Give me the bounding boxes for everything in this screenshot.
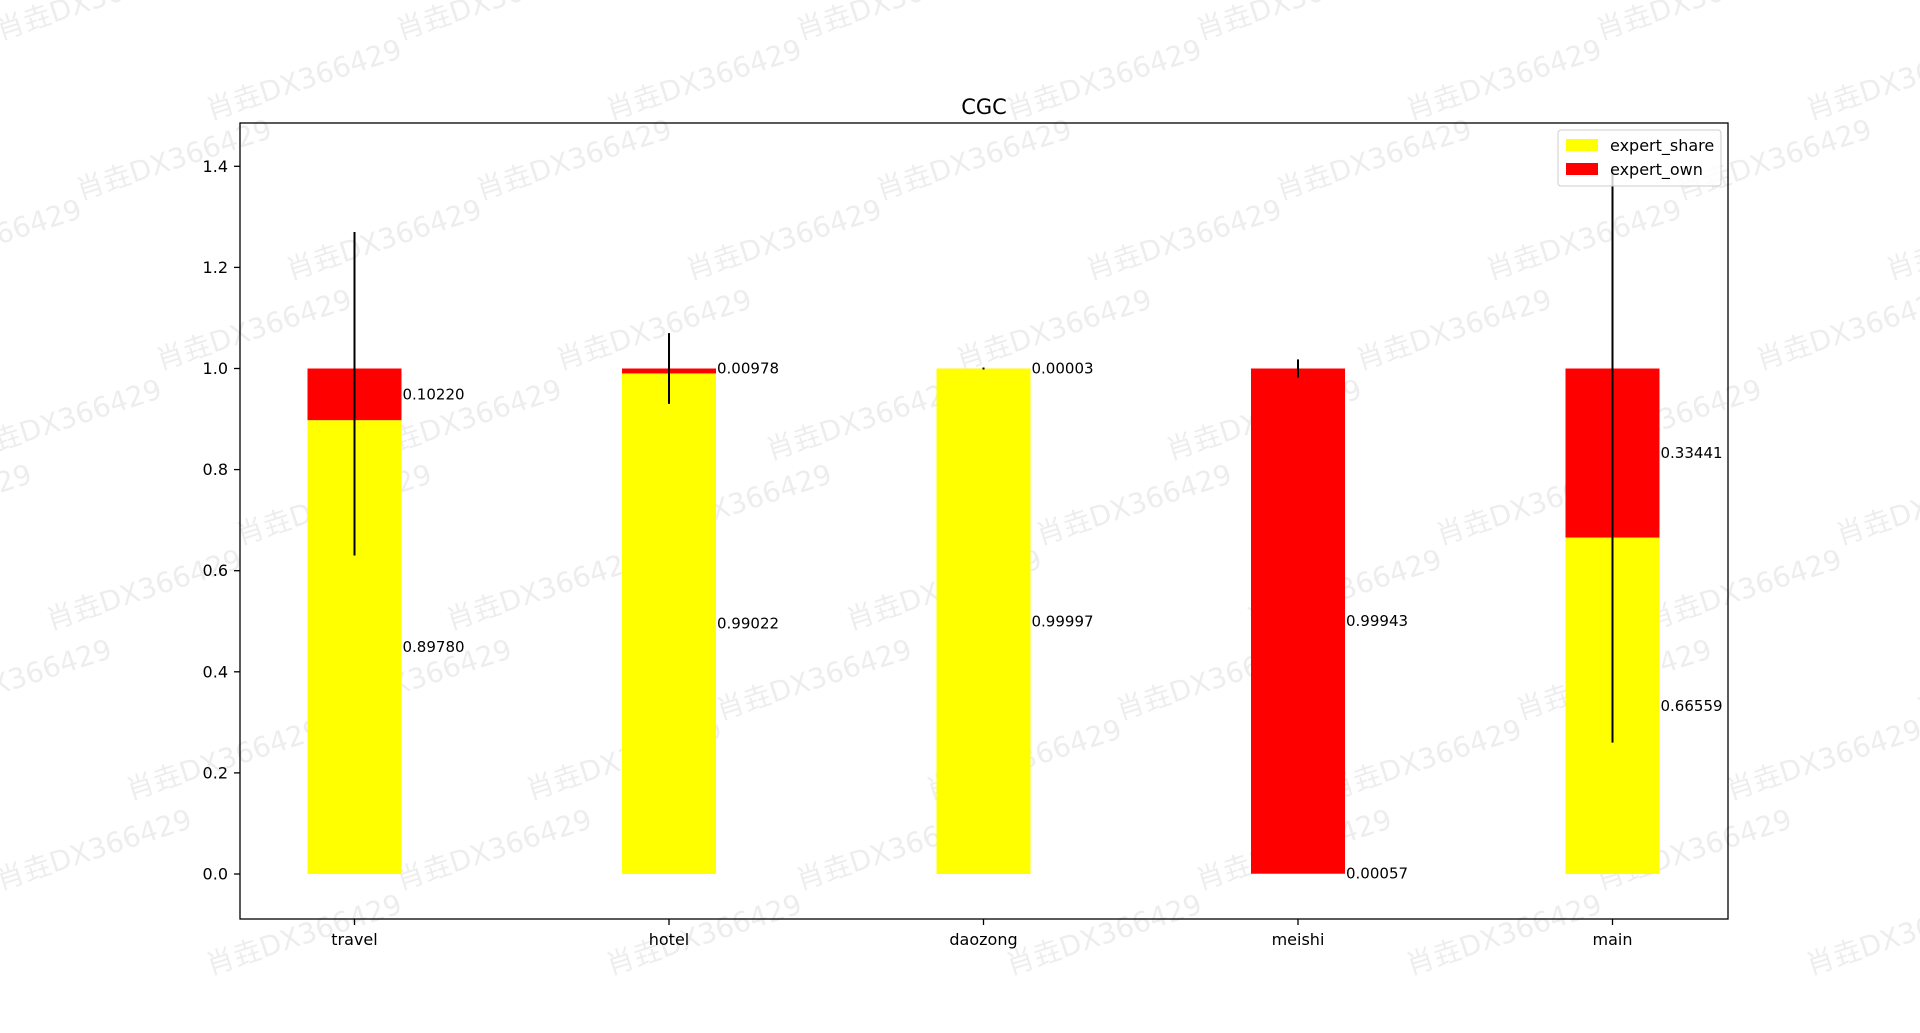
watermark-text: 肖垚DX366429	[1642, 542, 1846, 636]
value-labels-layer: 0.89780 0.10220 0.99022 0.00978 0.99997 0.000…	[403, 360, 1723, 883]
legend-swatch-expert-share	[1566, 139, 1598, 151]
x-tick-label-meishi: meishi	[1272, 930, 1325, 949]
bar-expert-own-meishi	[1251, 368, 1345, 874]
watermark-text: 肖垚DX366429	[762, 372, 966, 466]
bars-layer	[307, 368, 1660, 874]
bar-expert-share-hotel	[622, 373, 716, 874]
watermark-text: 肖垚DX366429	[1322, 712, 1526, 806]
watermark-text: 肖垚DX366429	[0, 632, 116, 726]
watermark-text: 肖垚DX366429	[282, 192, 486, 286]
x-tick-label-hotel: hotel	[649, 930, 690, 949]
y-tick-label: 0.0	[203, 865, 228, 884]
chart-title: CGC	[961, 95, 1007, 119]
y-axis: 0.0 0.2 0.4 0.6 0.8 1.0 1.2 1.4	[203, 157, 240, 884]
y-tick-label: 1.2	[203, 258, 228, 277]
watermark-text: 肖垚DX366429	[0, 192, 86, 286]
x-tick-label-main: main	[1593, 930, 1633, 949]
x-tick-label-travel: travel	[331, 930, 377, 949]
watermark-text: 肖垚DX366429	[1752, 282, 1920, 376]
watermark-text: 肖垚DX366429	[1802, 32, 1920, 126]
value-label-expert-own-travel: 0.10220	[403, 385, 465, 403]
watermark-text: 肖垚DX366429	[392, 0, 596, 47]
error-bars-layer	[353, 166, 1614, 743]
watermark-text: 肖垚DX366429	[202, 32, 406, 126]
legend-label-expert-own: expert_own	[1610, 160, 1703, 180]
watermark-text: 肖垚DX366429	[0, 802, 196, 896]
value-label-expert-own-daozong: 0.00003	[1032, 360, 1094, 378]
value-label-expert-share-hotel: 0.99022	[717, 615, 779, 633]
watermark-text: 肖垚DX366429	[1882, 192, 1920, 286]
watermark-text: 肖垚DX366429	[0, 0, 196, 47]
watermark-text: 肖垚DX366429	[1402, 887, 1606, 981]
y-tick-label: 0.2	[203, 763, 228, 782]
watermark-text: 肖垚DX366429	[1832, 457, 1920, 551]
watermark-text: 肖垚DX366429	[602, 887, 806, 981]
value-label-expert-own-main: 0.33441	[1661, 444, 1723, 462]
y-tick-label: 0.6	[203, 561, 228, 580]
x-tick-label-daozong: daozong	[949, 930, 1017, 949]
watermark-text: 肖垚DX366429	[1272, 112, 1476, 206]
bar-expert-share-daozong	[936, 368, 1031, 874]
watermark-text: 肖垚DX366429	[1802, 887, 1920, 981]
watermark-text: 肖垚DX366429	[682, 192, 886, 286]
watermark-text: 肖垚DX366429	[712, 632, 916, 726]
y-tick-label: 1.4	[203, 157, 228, 176]
watermark-text: 肖垚DX366429	[152, 282, 356, 376]
watermark-text: 肖垚DX366429	[0, 372, 166, 466]
value-label-expert-share-meishi: 0.00057	[1346, 865, 1408, 883]
x-axis: travel hotel daozong meishi main	[331, 919, 1632, 949]
legend: expert_share expert_own	[1557, 129, 1722, 187]
watermark-text: 肖垚DX366429	[72, 112, 276, 206]
watermark-text: 肖垚DX366429	[442, 542, 646, 636]
watermark-text: 肖垚DX366429	[42, 542, 246, 636]
watermark-text: 肖垚DX366429	[1402, 32, 1606, 126]
watermark-text: 肖垚DX366429	[0, 457, 36, 551]
value-label-expert-share-daozong: 0.99997	[1032, 612, 1094, 630]
watermark-text: 肖垚DX366429	[1002, 32, 1206, 126]
watermark-text: 肖垚DX366429	[602, 32, 806, 126]
watermark-text: 肖垚DX366429	[1592, 0, 1796, 47]
watermark-text: 肖垚DX366429	[0, 887, 6, 981]
watermark-text: 肖垚DX366429	[1352, 282, 1556, 376]
watermark-text: 肖垚DX366429	[1082, 192, 1286, 286]
watermark-text: 肖垚DX366429	[0, 32, 6, 126]
watermark-text: 肖垚DX366429	[792, 0, 996, 47]
watermark-text: 肖垚DX366429	[872, 112, 1076, 206]
value-label-expert-share-travel: 0.89780	[403, 638, 465, 656]
watermark-text: 肖垚DX366429	[1192, 0, 1396, 47]
y-tick-label: 0.4	[203, 662, 228, 681]
value-label-expert-share-main: 0.66559	[1661, 697, 1723, 715]
value-label-expert-own-meishi: 0.99943	[1346, 612, 1408, 630]
watermark-text: 肖垚DX366429	[122, 712, 326, 806]
watermark-text: 肖垚DX366429	[1002, 887, 1206, 981]
watermark-text: 肖垚DX366429	[1032, 457, 1236, 551]
legend-label-expert-share: expert_share	[1610, 136, 1714, 156]
legend-frame	[1557, 129, 1722, 187]
value-label-expert-own-hotel: 0.00978	[717, 360, 779, 378]
watermark-text: 肖垚DX366429	[1722, 712, 1920, 806]
legend-swatch-expert-own	[1566, 163, 1598, 175]
y-tick-label: 0.8	[203, 460, 228, 479]
watermark-text: 肖垚DX366429	[472, 112, 676, 206]
watermark-text: 肖垚DX366429	[392, 802, 596, 896]
watermark-text: 肖垚DX366429	[1482, 192, 1686, 286]
y-tick-label: 1.0	[203, 359, 228, 378]
